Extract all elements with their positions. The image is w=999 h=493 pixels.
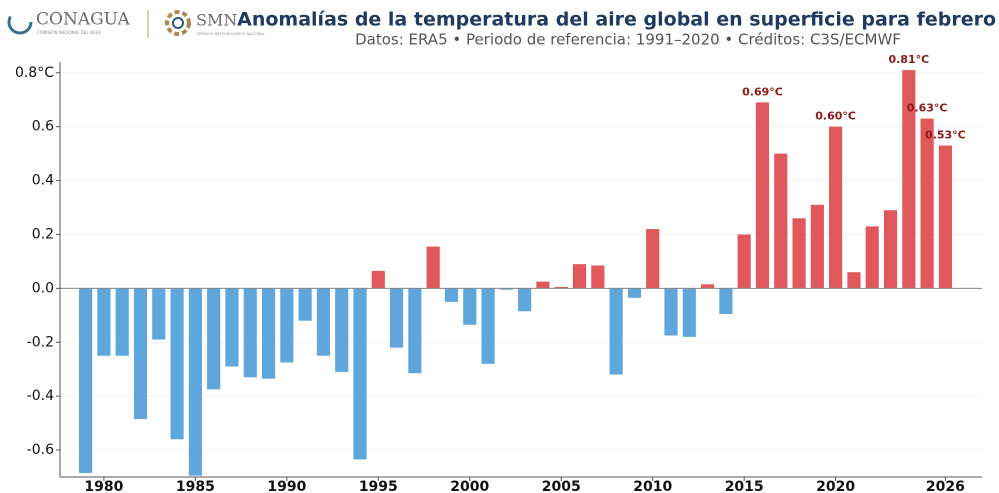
- bar: [920, 118, 934, 289]
- bar: [774, 153, 788, 289]
- x-tick-label: 2026: [926, 479, 965, 493]
- bar: [316, 288, 331, 356]
- bar: [554, 287, 568, 289]
- bar: [371, 270, 385, 289]
- bar: [463, 288, 477, 325]
- x-tick-label: 2005: [542, 479, 581, 493]
- logo-subtext: SERVICIO METEOROLÓGICO NACIONAL: [197, 31, 265, 36]
- bar: [719, 288, 733, 314]
- value-label: 0.60°C: [815, 110, 856, 123]
- logo-text: SMN: [196, 11, 237, 30]
- bar: [152, 288, 166, 340]
- bar: [353, 288, 367, 460]
- y-tick-label: 0.4: [32, 173, 54, 189]
- bar: [97, 288, 111, 356]
- y-tick-label: -0.6: [27, 442, 54, 458]
- logo-icon: [165, 10, 191, 36]
- chart-subtitle: Datos: ERA5 • Periodo de referencia: 199…: [355, 31, 901, 49]
- value-label: 0.81°C: [888, 53, 929, 66]
- x-tick-label: 1980: [84, 479, 123, 493]
- logo-text: CONAGUA: [36, 10, 130, 30]
- bar: [426, 246, 440, 289]
- y-tick-label: -0.2: [27, 334, 54, 350]
- bar: [79, 288, 93, 473]
- y-tick-label: 0.8°C: [15, 65, 54, 81]
- y-tick-label: 0.0: [32, 280, 54, 296]
- bar: [737, 234, 751, 289]
- value-label: 0.53°C: [925, 129, 966, 142]
- bar: [499, 288, 513, 290]
- bar: [810, 204, 824, 289]
- bar: [627, 288, 642, 298]
- y-tick-label: -0.4: [27, 388, 54, 404]
- bar: [591, 265, 605, 289]
- bar: [664, 288, 678, 336]
- bar: [261, 288, 276, 379]
- bar: [207, 288, 221, 390]
- bar: [883, 210, 898, 289]
- bar: [938, 145, 952, 289]
- logo-subtext: COMISIÓN NACIONAL DEL AGUA: [37, 30, 102, 35]
- bar: [682, 288, 696, 337]
- chart-title: Anomalías de la temperatura del aire glo…: [237, 9, 996, 31]
- bar: [133, 288, 148, 420]
- bar: [847, 272, 861, 289]
- logo-icon: [7, 9, 33, 35]
- bar: [902, 70, 916, 289]
- bar: [792, 218, 806, 289]
- x-tick-label: 2015: [725, 479, 764, 493]
- x-tick-label: 1985: [176, 479, 215, 493]
- bar: [755, 102, 770, 289]
- bar: [298, 288, 312, 321]
- bar: [170, 288, 184, 440]
- bar: [646, 229, 660, 289]
- y-tick-label: 0.2: [32, 226, 54, 242]
- value-label: 0.63°C: [907, 102, 948, 115]
- bar: [243, 288, 257, 378]
- bar: [390, 288, 404, 348]
- bar: [444, 288, 459, 302]
- bar: [280, 288, 294, 363]
- bar: [572, 264, 587, 289]
- bar: [701, 284, 715, 289]
- x-tick-label: 1995: [359, 479, 398, 493]
- bar: [536, 281, 550, 289]
- bar: [609, 288, 623, 375]
- logo-icon: [172, 17, 184, 29]
- bar: [115, 288, 129, 356]
- x-tick-label: 2020: [816, 479, 855, 493]
- x-tick-label: 2010: [633, 479, 672, 493]
- bar: [481, 288, 495, 364]
- conagua-logo: CONAGUA COMISIÓN NACIONAL DEL AGUA SMN S…: [7, 9, 265, 38]
- y-tick-label: 0.6: [32, 119, 54, 135]
- x-tick-label: 1990: [267, 479, 306, 493]
- bar: [335, 288, 349, 372]
- bar: [225, 288, 239, 367]
- bar: [865, 226, 879, 289]
- bar: [829, 126, 843, 289]
- x-tick-label: 2000: [450, 479, 489, 493]
- bar: [408, 288, 422, 374]
- value-label: 0.69°C: [742, 85, 783, 98]
- bar: [518, 288, 532, 312]
- bar: [188, 288, 202, 476]
